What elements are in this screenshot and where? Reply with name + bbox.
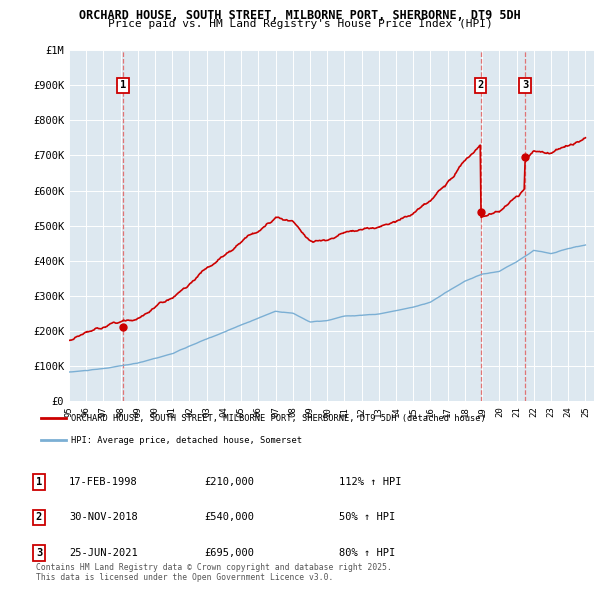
Text: ORCHARD HOUSE, SOUTH STREET, MILBORNE PORT, SHERBORNE, DT9 5DH: ORCHARD HOUSE, SOUTH STREET, MILBORNE PO… [79, 9, 521, 22]
Text: 2: 2 [36, 513, 42, 522]
Text: 3: 3 [522, 80, 528, 90]
Text: £540,000: £540,000 [204, 513, 254, 522]
Text: 17-FEB-1998: 17-FEB-1998 [69, 477, 138, 487]
Text: HPI: Average price, detached house, Somerset: HPI: Average price, detached house, Some… [71, 436, 302, 445]
Text: 80% ↑ HPI: 80% ↑ HPI [339, 548, 395, 558]
Text: 30-NOV-2018: 30-NOV-2018 [69, 513, 138, 522]
Text: £210,000: £210,000 [204, 477, 254, 487]
Text: 25-JUN-2021: 25-JUN-2021 [69, 548, 138, 558]
Text: 112% ↑ HPI: 112% ↑ HPI [339, 477, 401, 487]
Text: ORCHARD HOUSE, SOUTH STREET, MILBORNE PORT, SHERBORNE, DT9 5DH (detached house): ORCHARD HOUSE, SOUTH STREET, MILBORNE PO… [71, 414, 486, 422]
Text: Contains HM Land Registry data © Crown copyright and database right 2025.
This d: Contains HM Land Registry data © Crown c… [36, 563, 392, 582]
Text: 1: 1 [120, 80, 126, 90]
Text: Price paid vs. HM Land Registry's House Price Index (HPI): Price paid vs. HM Land Registry's House … [107, 19, 493, 30]
Text: £695,000: £695,000 [204, 548, 254, 558]
Text: 2: 2 [478, 80, 484, 90]
Text: 1: 1 [36, 477, 42, 487]
Text: 50% ↑ HPI: 50% ↑ HPI [339, 513, 395, 522]
Text: 3: 3 [36, 548, 42, 558]
